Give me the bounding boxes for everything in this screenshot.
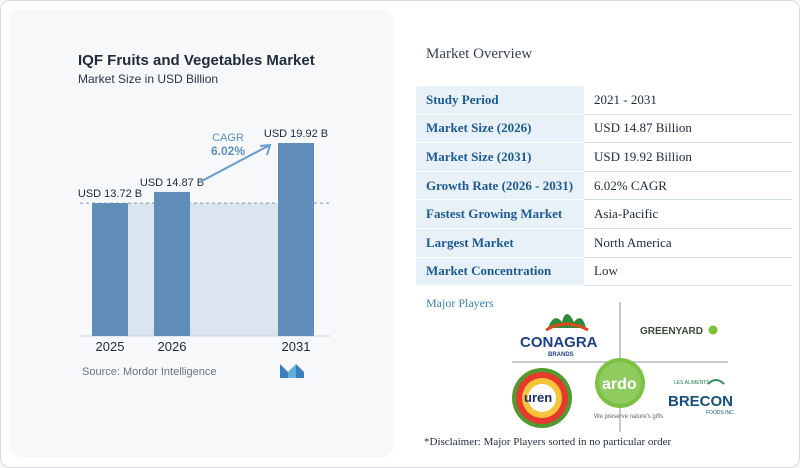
ardo-logo-icon: ardo We preserve nature's gifts (594, 358, 663, 420)
bar-2031 (278, 143, 314, 336)
overview-row: Fastest Growing Market Asia-Pacific (416, 199, 792, 229)
chart-subtitle: Market Size in USD Billion (78, 72, 219, 86)
growth-shade-band (190, 203, 278, 336)
x-tick-label: 2026 (158, 339, 187, 354)
overview-row-label: Largest Market (416, 228, 584, 258)
brecon-logo-icon: LES ALIMENTS BRECON FOODS INC. (668, 379, 735, 416)
cagr-arrow (199, 144, 271, 183)
overview-row: Market Size (2031) USD 19.92 Billion (416, 142, 792, 172)
overview-row-value: 2021 - 2031 (584, 86, 792, 115)
conagra-logo-text: CONAGRA (520, 334, 598, 351)
growth-shade-gap (128, 203, 154, 336)
cagr-value: 6.02% (211, 144, 245, 158)
overview-row: Market Concentration Low (416, 257, 792, 287)
brecon-logo-sub: FOODS INC. (706, 410, 735, 416)
overview-row-value: Asia-Pacific (584, 199, 792, 229)
bar-chart: USD 13.72 B 2025 USD 14.87 B 2026 USD 19.92 … (78, 128, 330, 354)
overview-table: Study Period 2021 - 2031 Market Size (2026… (416, 86, 792, 287)
major-players-title: Major Players (426, 296, 494, 310)
overview-row: Largest Market North America (416, 228, 792, 258)
chart-title: IQF Fruits and Vegetables Market (78, 52, 315, 69)
ardo-logo-text: ardo (602, 376, 637, 393)
bar-value-label: USD 19.92 B (264, 128, 328, 140)
overview-row-label: Market Size (2026) (416, 114, 584, 144)
market-overview-panel: Market Overview Study Period 2021 - 2031 M… (416, 0, 800, 468)
brecon-logo-text: BRECON (668, 393, 733, 410)
cagr-annotation: CAGR 6.02% (199, 132, 272, 183)
conagra-logo-sub: BRANDS (548, 352, 574, 358)
overview-title: Market Overview (426, 46, 533, 62)
ardo-tagline: We preserve nature's gifts (594, 414, 663, 420)
overview-row-value: 6.02% CAGR (584, 171, 792, 201)
disclaimer: *Disclaimer: Major Players sorted in no … (424, 436, 672, 448)
overview-row-value: USD 14.87 Billion (584, 114, 792, 144)
bar-2026 (154, 191, 190, 336)
uren-logo-text: uren (524, 390, 552, 405)
overview-row-label: Study Period (416, 86, 584, 115)
greenyard-logo-icon: GREENYARD (640, 325, 718, 337)
overview-row: Market Size (2026) USD 14.87 Billion (416, 114, 792, 144)
overview-row-value: Low (584, 257, 792, 287)
greenyard-logo-text: GREENYARD (640, 326, 703, 337)
overview-row-label: Market Concentration (416, 257, 584, 287)
brecon-logo-top: LES ALIMENTS (674, 380, 710, 386)
overview-row: Study Period 2021 - 2031 (416, 86, 792, 115)
overview-row-label: Fastest Growing Market (416, 199, 584, 229)
x-tick-label: 2025 (96, 339, 125, 354)
cagr-arrow-head (259, 143, 272, 156)
uren-logo-icon: uren (512, 368, 572, 428)
mordor-logo-icon (280, 364, 304, 378)
overview-row-value: USD 19.92 Billion (584, 142, 792, 172)
player-logos: CONAGRA BRANDS GREENYARD uren ardo We pr… (512, 302, 735, 432)
x-tick-label: 2031 (282, 339, 311, 354)
bar-value-label: USD 14.87 B (140, 177, 204, 189)
overview-row-value: North America (584, 228, 792, 258)
conagra-logo-icon: CONAGRA BRANDS (520, 314, 598, 358)
bar-2025 (92, 203, 128, 336)
overview-row: Growth Rate (2026 - 2031) 6.02% CAGR (416, 171, 792, 201)
overview-row-label: Market Size (2031) (416, 142, 584, 172)
bar-value-label: USD 13.72 B (78, 188, 142, 200)
bars-group: USD 13.72 B 2025 USD 14.87 B 2026 USD 19.92 … (78, 128, 328, 354)
source-note: Source: Mordor Intelligence (82, 366, 217, 378)
overview-row-label: Growth Rate (2026 - 2031) (416, 171, 584, 201)
cagr-label: CAGR (212, 132, 244, 144)
